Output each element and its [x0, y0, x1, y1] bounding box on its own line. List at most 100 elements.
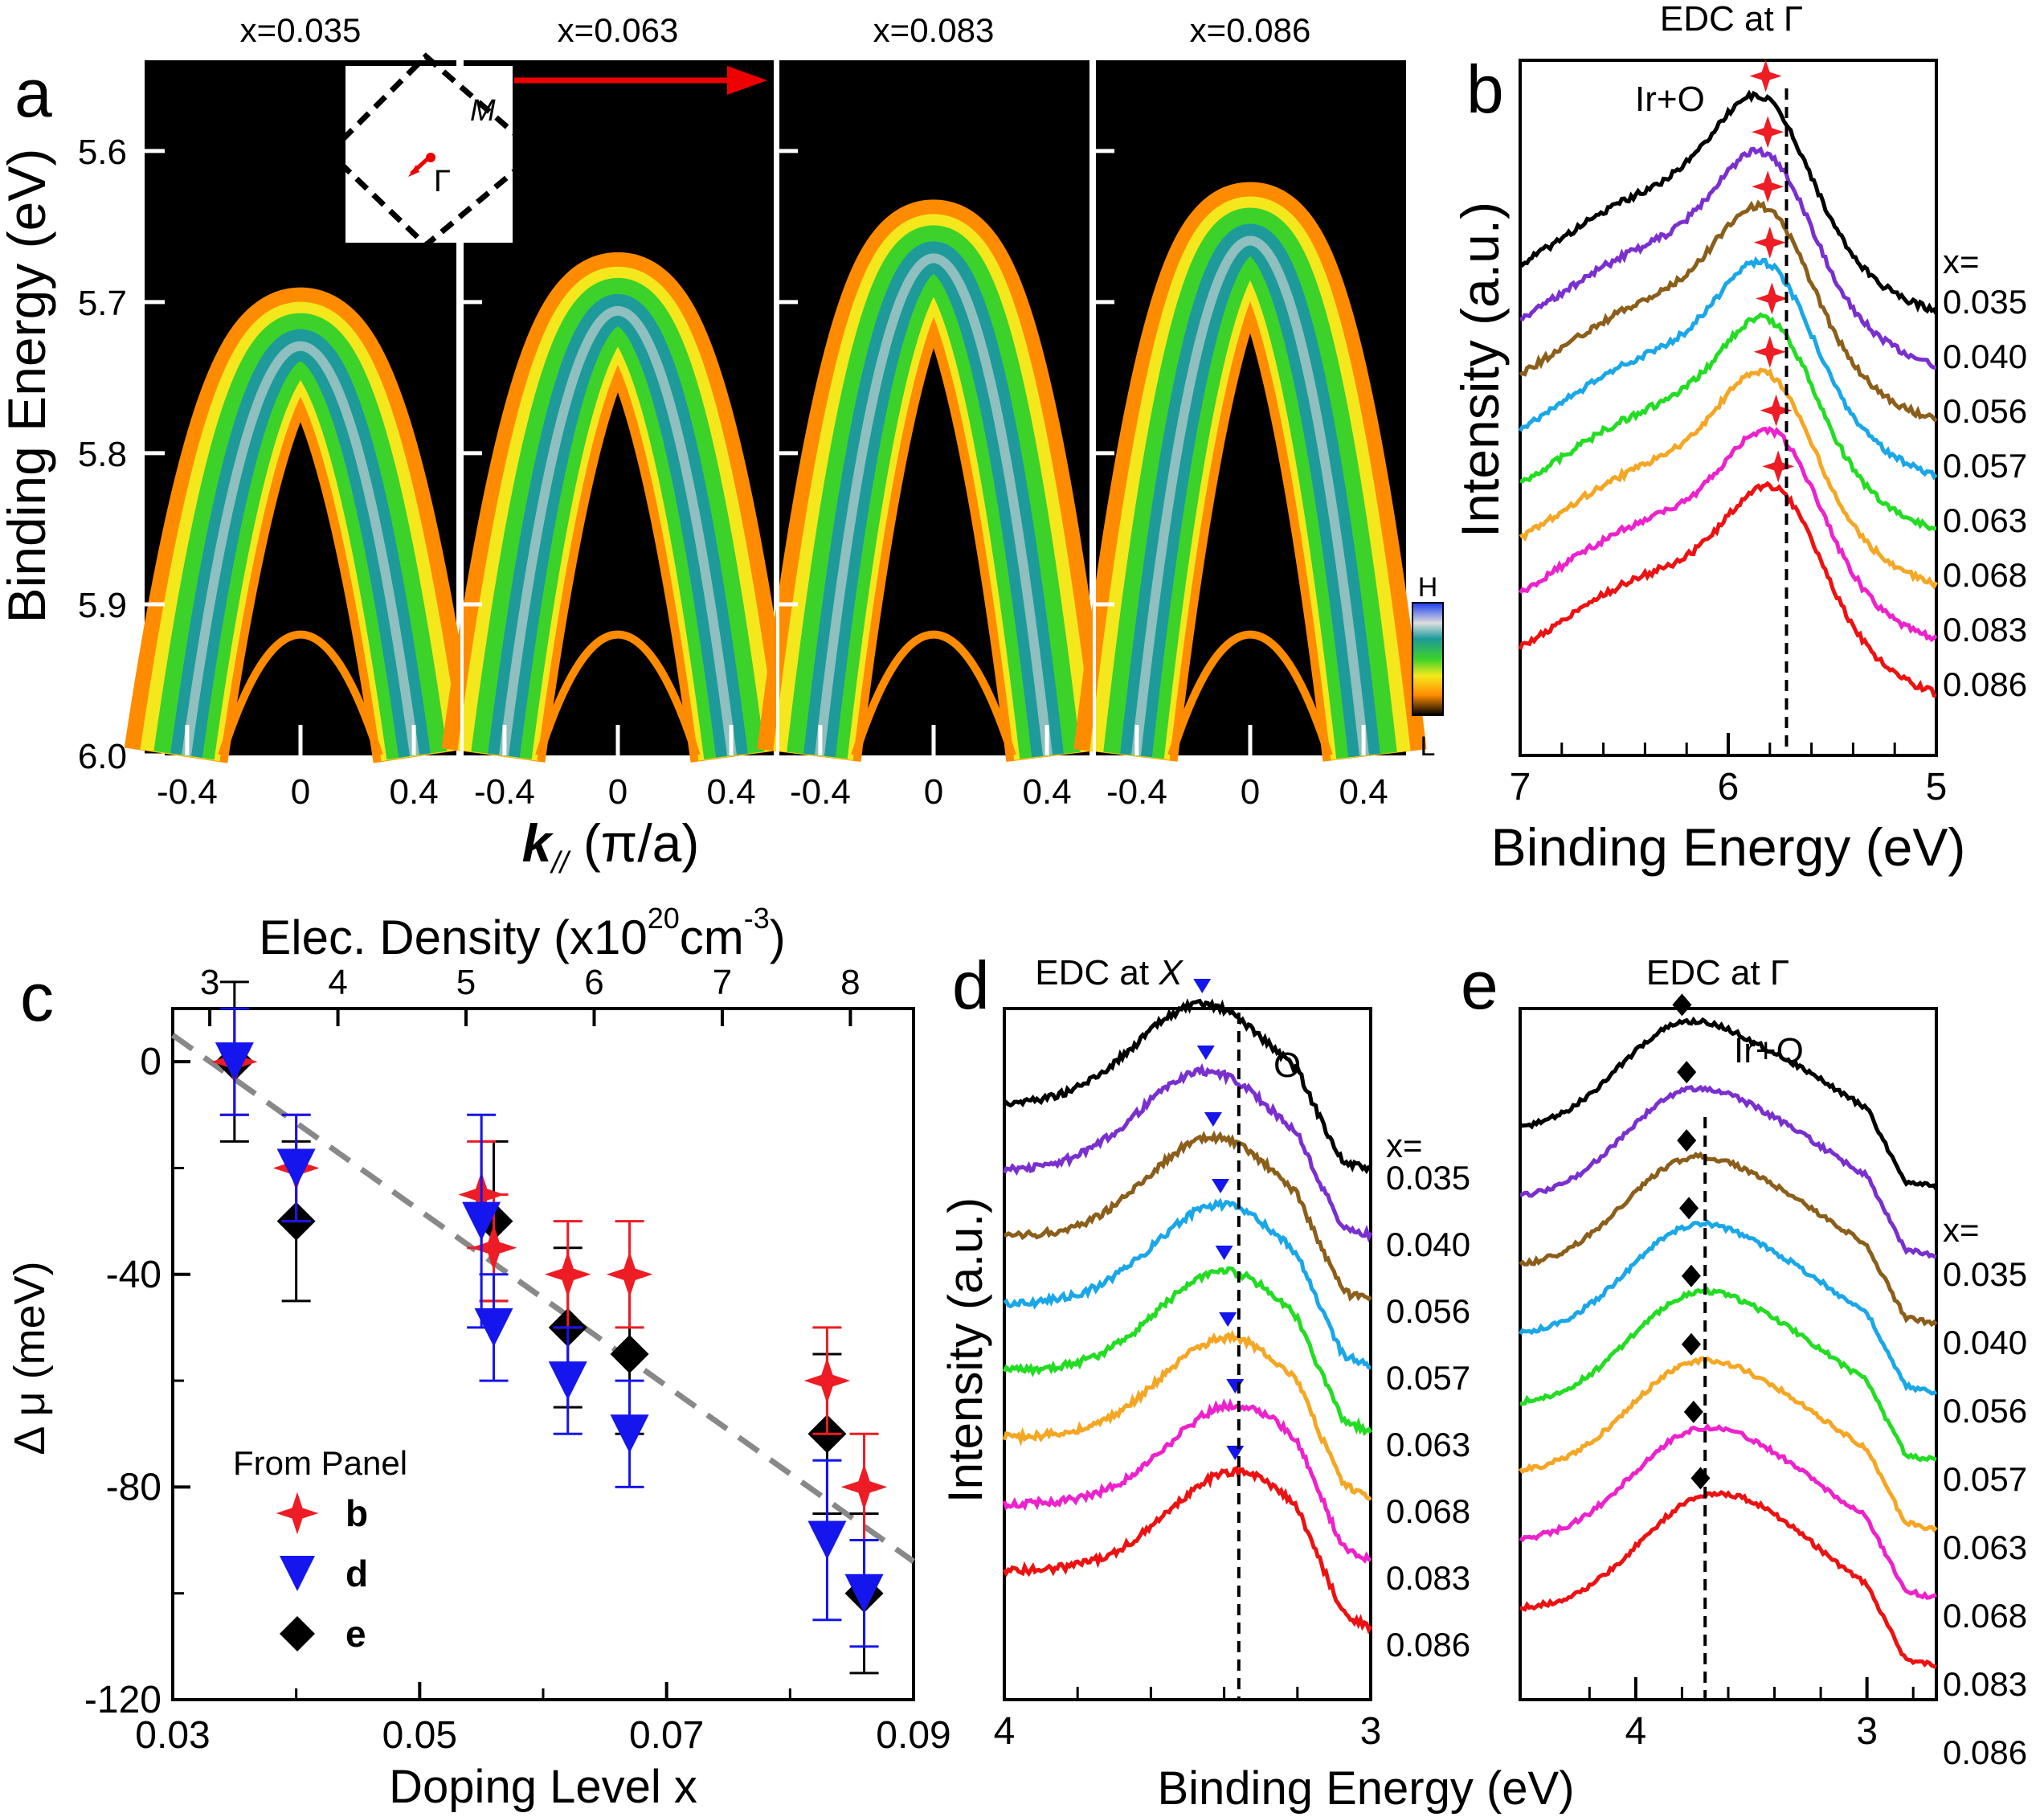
- edc-curve: [1002, 1465, 1373, 1635]
- top-tick-label: 6: [584, 963, 603, 1002]
- data-point-triangle: [215, 1042, 254, 1082]
- heatmap-subpanel: x=0.086 Γ -0.4 0 0.4: [1073, 11, 1427, 812]
- band-inner-core: [550, 649, 686, 755]
- series-x-label: 0.056: [1943, 392, 2027, 430]
- inset-m-label: M: [470, 94, 496, 128]
- edc-curve: [1003, 998, 1371, 1175]
- series-x-label: 0.035: [1943, 283, 2027, 321]
- peak-triangle-marker: [1212, 1179, 1230, 1193]
- y-tick-label: 0: [140, 1041, 161, 1083]
- top-tick-label: 5: [456, 963, 476, 1002]
- peak-triangle-marker: [1219, 1312, 1237, 1327]
- peak-diamond-marker: [1690, 1467, 1711, 1490]
- series-x-label: 0.086: [1943, 1733, 2027, 1771]
- y-tick-label: -120: [84, 1679, 161, 1721]
- panel-b-label: b: [1466, 51, 1504, 127]
- data-point-triangle: [807, 1520, 847, 1560]
- data-point-star: [470, 1224, 517, 1271]
- y-tick-label: -40: [106, 1254, 161, 1296]
- series-x-label: 0.063: [1943, 1528, 2027, 1566]
- gamma-point-label: Γ: [607, 669, 628, 712]
- data-point-diamond: [610, 1335, 649, 1373]
- x-tick-label: 4: [1625, 1710, 1647, 1753]
- data-point-star: [606, 1251, 653, 1298]
- data-point-triangle: [280, 1556, 315, 1591]
- panel-c-ylabel: Δ μ (meV): [6, 1261, 54, 1455]
- band-inner-edge: [851, 630, 1016, 757]
- peak-star-marker: [1753, 226, 1786, 259]
- x-tick-label: 0: [1241, 772, 1260, 812]
- peak-triangle-marker: [1193, 979, 1212, 993]
- panel-c: c Elec. Density (x1020cm-3) Δ μ (meV) Do…: [6, 902, 951, 1813]
- legend-entry-label: d: [345, 1553, 368, 1594]
- x-tick-label: 0.03: [135, 1714, 210, 1757]
- x-tick-label: 0.05: [382, 1714, 457, 1757]
- red-arrow: [514, 66, 767, 95]
- peak-star-marker: [1752, 116, 1784, 149]
- band-inner-core: [865, 649, 1002, 755]
- data-point-triangle: [276, 1148, 316, 1188]
- x-tick-label: 0: [924, 772, 943, 812]
- peak-star-marker: [1749, 59, 1782, 92]
- y-tick-label: 6.0: [78, 737, 127, 776]
- edc-curve: [1519, 1084, 1937, 1259]
- peak-triangle-marker: [1215, 1246, 1233, 1260]
- edc-curve: [1002, 1398, 1372, 1564]
- y-tick-label: 5.7: [78, 284, 127, 323]
- data-point-star: [840, 1463, 888, 1511]
- edc-curve: [1518, 256, 1938, 481]
- series-x-label: 0.035: [1386, 1159, 1470, 1197]
- edc-curve: [1518, 1219, 1938, 1396]
- heatmap-subpanel: x=0.063 Γ -0.4 0 0.4: [441, 11, 795, 812]
- y-tick-label: -80: [106, 1466, 161, 1508]
- band-inner-core: [232, 649, 369, 755]
- subpanel-title: x=0.063: [558, 11, 679, 49]
- panel-a-ylabel: Binding Energy (eV): [0, 149, 56, 624]
- series-x-label: 0.035: [1943, 1255, 2027, 1293]
- band-inner-core: [1182, 649, 1318, 755]
- data-point-triangle: [610, 1414, 649, 1454]
- panel-b-title: EDC at Γ: [1660, 0, 1803, 39]
- series-x-header: x=: [1943, 1211, 1980, 1249]
- series-x-header: x=: [1943, 243, 1980, 280]
- series-x-label: 0.056: [1386, 1292, 1470, 1330]
- series-x-label: 0.040: [1386, 1226, 1470, 1263]
- series-x-label: 0.086: [1943, 665, 2027, 703]
- colorbar: H L: [1412, 572, 1444, 762]
- colorbar-high-label: H: [1418, 572, 1438, 603]
- peak-diamond-marker: [1677, 1129, 1697, 1152]
- edc-curve: [1518, 481, 1937, 698]
- gamma-point-label: Γ: [923, 669, 944, 712]
- edc-curve: [1002, 1329, 1372, 1501]
- panel-c-label: c: [20, 960, 54, 1035]
- top-tick-label: 4: [328, 963, 347, 1002]
- series-x-label: 0.086: [1386, 1626, 1470, 1664]
- panel-d: d EDC at X Intensity (a.u.) O 0.0350.040…: [938, 947, 1470, 1753]
- data-point-star: [544, 1251, 591, 1298]
- band-inner-edge: [1167, 630, 1333, 757]
- peak-diamond-marker: [1681, 1264, 1701, 1287]
- edc-curve: [1519, 1151, 1938, 1328]
- panel-a-label: a: [14, 55, 52, 131]
- peak-triangle-marker: [1226, 1446, 1245, 1460]
- peak-diamond-marker: [1672, 993, 1692, 1017]
- series-x-label: 0.068: [1943, 556, 2027, 594]
- band-layer: [1131, 235, 1369, 756]
- panel-b-ylabel: Intensity (a.u.): [1450, 202, 1510, 538]
- legend-entry-label: e: [345, 1613, 366, 1655]
- x-tick-label: 3: [1856, 1710, 1878, 1753]
- series-x-label: 0.068: [1943, 1597, 2027, 1635]
- x-tick-label: -0.4: [474, 772, 535, 812]
- edc-curve: [1519, 367, 1939, 590]
- edc-curve: [1519, 1286, 1937, 1463]
- x-tick-label: 0: [291, 772, 310, 812]
- top-tick-label: 8: [840, 963, 860, 1002]
- band-layer: [499, 306, 737, 756]
- legend-entry-label: b: [345, 1492, 368, 1534]
- data-point-triangle: [474, 1308, 513, 1347]
- edc-curve: [1518, 425, 1938, 643]
- data-point-star: [276, 1492, 319, 1535]
- panels-de-xlabel: Binding Energy (eV): [1157, 1762, 1574, 1815]
